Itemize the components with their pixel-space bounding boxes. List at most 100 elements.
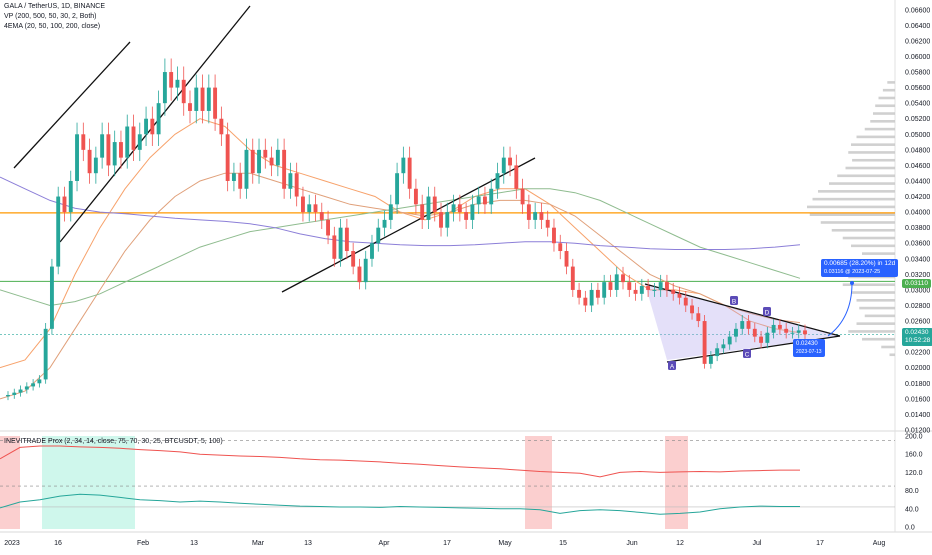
candle-body-126: [796, 330, 801, 333]
candle-body-21: [137, 134, 142, 150]
candle-body-73: [464, 212, 469, 220]
volume-profile-bar-11: [845, 166, 895, 170]
candle-body-123: [777, 324, 782, 329]
green-level-badge: 0.03110: [902, 279, 932, 288]
candle-body-7: [49, 266, 54, 329]
volume-profile-bar-19: [831, 228, 895, 232]
candle-body-114: [721, 344, 726, 349]
price-tick-15: 0.03600: [905, 241, 930, 248]
volume-profile-bar-0: [887, 81, 895, 84]
time-tick-13: 17: [816, 540, 824, 547]
pattern-point-box-B: [730, 296, 738, 305]
candle-body-47: [301, 196, 305, 213]
candle-body-101: [639, 286, 644, 294]
volume-profile-bar-1: [882, 88, 895, 92]
price-tick-4: 0.05800: [905, 70, 930, 77]
price-tick-20: 0.02600: [905, 319, 930, 326]
candle-body-33: [213, 87, 218, 119]
osc-red-line: [0, 445, 800, 478]
candle-body-48: [307, 204, 312, 213]
candle-body-74: [470, 204, 475, 220]
price-tick-3: 0.06000: [905, 54, 930, 61]
candle-body-120: [759, 336, 764, 343]
candle-body-28: [181, 79, 186, 104]
candle-body-58: [370, 243, 374, 259]
volume-profile-bar-33: [862, 337, 895, 341]
candle-body-94: [595, 289, 600, 298]
price-tick-0: 0.06600: [905, 7, 930, 14]
pattern-point-box-C: [743, 349, 751, 358]
candle-body-25: [162, 72, 167, 104]
current-price-badge: 0.02430 10:52:28: [902, 328, 932, 346]
candle-body-79: [501, 157, 506, 174]
price-tick-1: 0.06400: [905, 23, 930, 30]
candle-body-124: [784, 328, 789, 333]
candle-body-10: [68, 180, 73, 213]
volume-profile-bar-15: [812, 197, 895, 201]
osc-tick-0: 200.0: [905, 434, 923, 441]
candle-body-115: [727, 336, 732, 345]
time-tick-1: 16: [54, 540, 62, 547]
candle-body-125: [790, 332, 795, 334]
candle-body-100: [633, 289, 638, 294]
price-tick-9: 0.04800: [905, 147, 930, 154]
candle-body-63: [401, 157, 406, 174]
candle-body-66: [420, 204, 425, 220]
candle-body-102: [646, 286, 651, 290]
volume-profile-bar-28: [856, 299, 895, 302]
current-price-value: 0.02430: [905, 329, 929, 336]
candle-body-72: [457, 204, 462, 213]
time-tick-8: May: [498, 540, 512, 547]
volume-profile-bar-31: [856, 322, 895, 325]
candle-body-82: [520, 188, 525, 205]
candle-body-11: [75, 134, 79, 181]
volume-profile-bar-27: [851, 291, 895, 294]
candle-body-69: [439, 212, 443, 228]
time-tick-0: 2023: [4, 540, 20, 547]
candle-body-54: [344, 227, 349, 252]
time-tick-10: Jun: [626, 540, 637, 547]
candle-body-112: [708, 356, 713, 364]
candle-body-91: [577, 289, 582, 298]
candle-body-68: [432, 196, 437, 213]
legend-oscillator: INEVITRADE Prox (2, 34, 14, close, 75, 7…: [4, 438, 223, 445]
candle-body-99: [627, 282, 632, 290]
candle-body-121: [765, 332, 770, 343]
candle-body-70: [445, 212, 450, 228]
candle-body-116: [734, 328, 738, 337]
candle-body-80: [508, 157, 512, 166]
time-tick-14: Aug: [873, 540, 886, 547]
volume-profile-bar-10: [852, 158, 895, 162]
measure-line2: 0.03116 @ 2023-07-25: [824, 269, 881, 275]
pattern-point-B: B: [732, 299, 736, 306]
candle-body-88: [558, 243, 563, 252]
volume-profile-bar-32: [848, 330, 895, 333]
candle-body-46: [294, 173, 299, 197]
candle-body-15: [100, 134, 105, 158]
candle-body-2: [18, 389, 23, 393]
candle-body-6: [43, 328, 48, 380]
osc-zone-1: [42, 436, 135, 529]
price-tick-25: 0.01600: [905, 396, 930, 403]
volume-profile-bar-26: [842, 283, 895, 287]
measure-target-dot: [850, 281, 854, 285]
price-tick-8: 0.05000: [905, 132, 930, 139]
candle-body-0: [6, 394, 10, 397]
time-tick-6: Apr: [379, 540, 391, 547]
candle-body-87: [552, 227, 556, 244]
price-label-value: 0.02430: [796, 341, 818, 347]
trendline-1: [13, 41, 131, 169]
osc-tick-2: 120.0: [905, 470, 923, 477]
osc-tick-1: 160.0: [905, 452, 923, 459]
pattern-point-box-A: [668, 361, 676, 370]
candle-body-106: [671, 289, 676, 294]
time-tick-5: 13: [304, 540, 312, 547]
candle-body-38: [244, 149, 249, 189]
candle-body-86: [545, 219, 550, 228]
candle-body-40: [257, 149, 261, 174]
osc-tick-5: 0.0: [905, 525, 915, 532]
candle-body-109: [690, 305, 694, 314]
candle-body-60: [382, 219, 387, 228]
candle-body-92: [583, 297, 588, 306]
candle-body-119: [752, 328, 757, 337]
